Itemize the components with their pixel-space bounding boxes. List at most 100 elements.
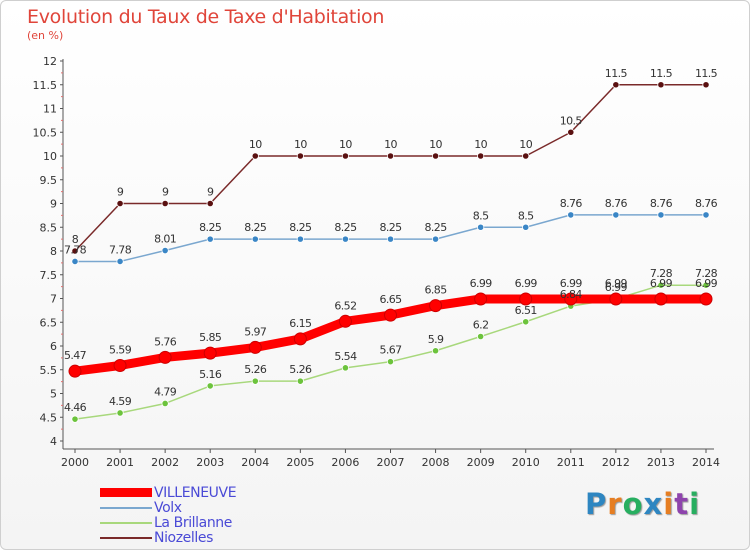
data-label: 10: [429, 138, 442, 151]
y-tick-label: 6: [50, 340, 57, 353]
legend-item: VILLENEUVE: [100, 484, 237, 501]
data-point: [609, 292, 623, 306]
proxiti-logo: Proxiti: [585, 487, 700, 521]
x-tick-label: 2005: [286, 456, 314, 469]
data-point: [341, 152, 350, 160]
legend-swatch: [100, 536, 152, 539]
data-point: [206, 235, 214, 243]
data-label: 5.47: [64, 349, 87, 362]
data-label: 10: [519, 138, 532, 151]
y-tick-label: 4: [50, 435, 57, 448]
data-label: 5.76: [154, 335, 177, 348]
data-point: [296, 152, 304, 160]
data-point: [161, 199, 169, 208]
legend-swatch: [100, 521, 152, 524]
data-point: [116, 257, 124, 266]
y-tick-label: 10.5: [33, 126, 58, 139]
data-point: [158, 350, 172, 364]
data-point: [338, 314, 352, 328]
legend-label: Volx: [154, 499, 182, 516]
data-label: 10: [339, 138, 352, 151]
data-point: [248, 340, 262, 354]
x-tick-label: 2004: [241, 456, 269, 469]
data-label: 8.25: [334, 221, 357, 234]
data-point: [612, 211, 620, 219]
data-label: 8.25: [379, 221, 402, 234]
data-label: 8.5: [518, 209, 534, 222]
data-label: 6.2: [473, 319, 489, 332]
data-label: 10: [249, 138, 262, 151]
data-label: 6.99: [605, 281, 628, 294]
data-point: [161, 246, 169, 255]
data-point: [431, 152, 440, 160]
data-label: 5.59: [109, 343, 132, 356]
data-label: 5.67: [379, 344, 402, 357]
y-tick-label: 9: [50, 198, 57, 211]
x-tick-label: 2008: [422, 456, 450, 469]
data-point: [567, 128, 575, 136]
data-label: 11.5: [695, 67, 718, 80]
data-point: [296, 377, 304, 385]
data-point: [702, 281, 710, 289]
data-label: 5.26: [289, 363, 312, 376]
data-label: 8: [72, 233, 79, 246]
data-label: 6.15: [289, 317, 312, 330]
data-label: 5.16: [199, 368, 222, 381]
x-tick-label: 2001: [106, 456, 134, 469]
data-label: 10: [384, 138, 397, 151]
data-point: [567, 211, 575, 219]
data-point: [71, 257, 79, 266]
data-point: [612, 81, 620, 89]
data-point: [474, 292, 488, 306]
y-tick-label: 8: [50, 245, 57, 258]
data-label: 8.25: [199, 221, 222, 234]
logo-letter: i: [663, 487, 675, 521]
data-label: 5.97: [244, 325, 267, 338]
data-point: [522, 152, 530, 160]
legend-label: La Brillanne: [154, 514, 232, 531]
data-label: 5.54: [334, 350, 357, 363]
data-label: 8.25: [289, 221, 312, 234]
legend-item: La Brillanne: [100, 514, 236, 531]
data-label: 6.99: [515, 277, 538, 290]
data-label: 8.01: [154, 233, 176, 246]
data-point: [702, 211, 710, 219]
logo-letter: i: [689, 487, 701, 521]
data-label: 11.5: [605, 67, 628, 80]
data-label: 6.99: [650, 277, 673, 290]
data-label: 10.5: [560, 114, 583, 127]
data-label: 8.25: [425, 221, 448, 234]
data-point: [71, 247, 79, 255]
data-label: 6.99: [470, 277, 493, 290]
x-tick-label: 2009: [467, 456, 495, 469]
x-tick-label: 2007: [377, 456, 405, 469]
data-label: 8.76: [605, 197, 628, 210]
x-tick-label: 2006: [331, 456, 359, 469]
data-point: [386, 152, 395, 160]
data-point: [161, 399, 169, 408]
data-label: 6.85: [425, 284, 448, 297]
data-label: 9: [117, 186, 124, 199]
data-point: [519, 292, 533, 306]
data-point: [386, 235, 395, 243]
data-label: 10: [294, 138, 307, 151]
logo-letter: o: [622, 487, 644, 521]
logo-letter: P: [585, 487, 608, 521]
x-tick-label: 2011: [557, 456, 585, 469]
data-label: 7.78: [64, 243, 87, 256]
x-tick-label: 2010: [512, 456, 540, 469]
data-point: [522, 318, 530, 326]
data-point: [657, 81, 665, 89]
y-tick-label: 5: [50, 388, 57, 401]
data-label: 7.78: [109, 243, 132, 256]
data-point: [113, 358, 127, 372]
data-point: [296, 235, 304, 243]
data-point: [657, 281, 665, 289]
data-point: [203, 346, 217, 360]
data-point: [477, 332, 485, 341]
logo-letter: t: [674, 487, 690, 521]
data-label: 5.85: [199, 331, 222, 344]
data-label: 11.5: [650, 67, 673, 80]
legend-label: VILLENEUVE: [154, 484, 237, 501]
data-point: [699, 292, 713, 306]
